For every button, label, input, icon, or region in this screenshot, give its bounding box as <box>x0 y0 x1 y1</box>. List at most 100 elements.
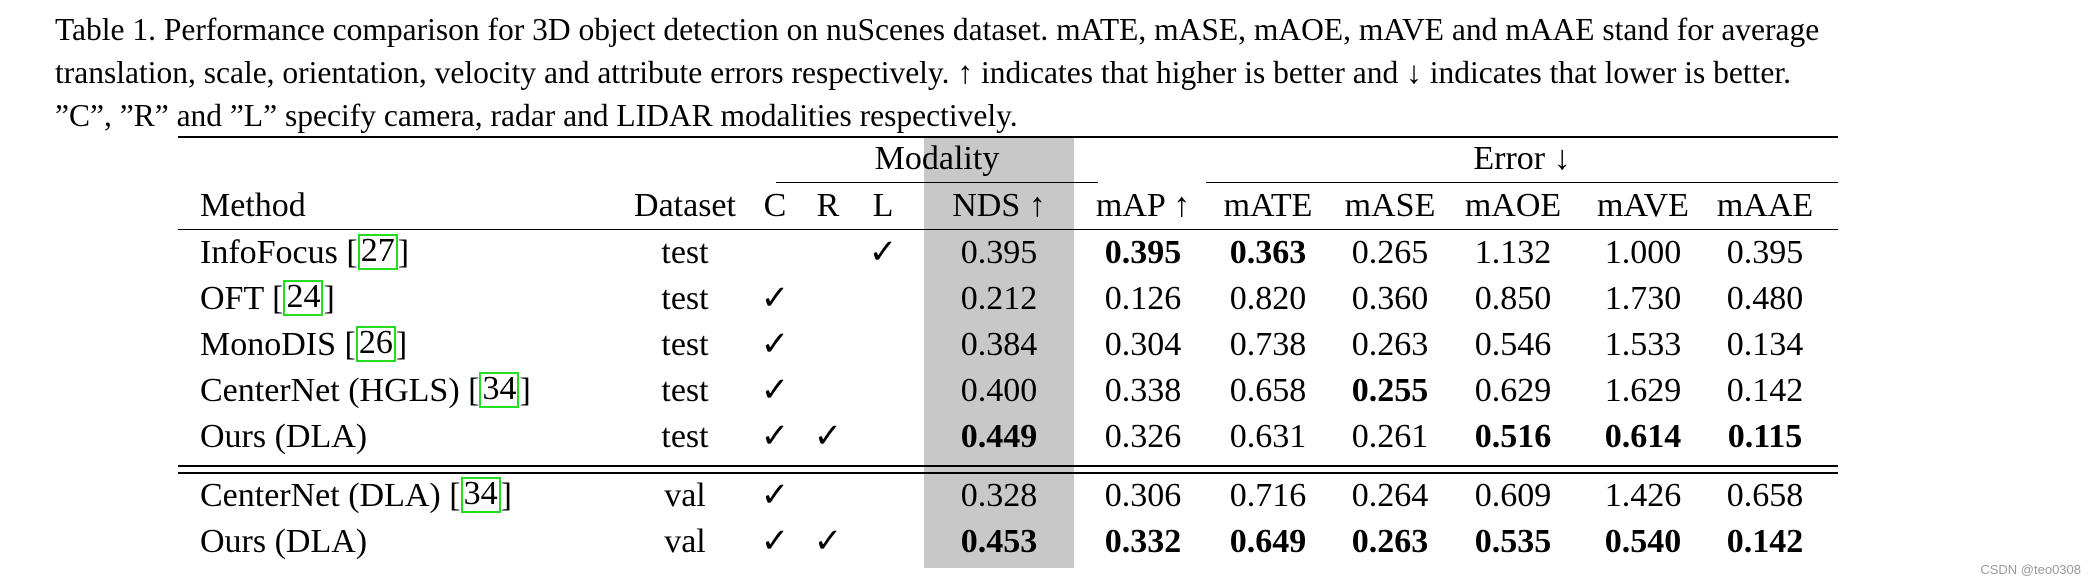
col-header-camera: C <box>763 187 787 224</box>
cell-radar-check: ✓ <box>813 523 843 560</box>
citation-close: ] <box>323 280 335 317</box>
cell-maae: 0.142 <box>1726 523 1804 560</box>
error-group-header: Error ↓ <box>1473 140 1571 177</box>
cell-maae: 0.134 <box>1726 326 1804 363</box>
cell-camera-check: ✓ <box>760 477 790 514</box>
top-rule <box>178 136 1838 138</box>
cell-maae: 0.480 <box>1726 280 1804 317</box>
cell-mate: 0.820 <box>1229 280 1307 317</box>
col-header-mave: mAVE <box>1597 187 1689 224</box>
col-header-lidar: L <box>872 187 894 224</box>
method-name: CenterNet (DLA) [ <box>200 477 461 514</box>
cell-camera-check: ✓ <box>760 280 790 317</box>
citation-link[interactable]: 24 <box>283 280 324 316</box>
cell-dataset: test <box>661 280 709 317</box>
citation-link[interactable]: 27 <box>357 234 398 270</box>
cell-method: OFT [24] <box>200 276 600 322</box>
cell-mase: 0.264 <box>1351 477 1429 514</box>
cell-mate: 0.658 <box>1229 372 1307 409</box>
cell-camera-check: ✓ <box>760 372 790 409</box>
cell-nds: 0.453 <box>960 523 1038 560</box>
cell-lidar-check <box>858 473 908 519</box>
cell-radar-check <box>803 230 853 276</box>
col-header-radar: R <box>816 187 840 224</box>
cell-maoe: 0.629 <box>1474 372 1552 409</box>
col-header-nds: NDS ↑ <box>952 187 1046 224</box>
cell-dataset: test <box>661 326 709 363</box>
cell-nds: 0.328 <box>960 477 1038 514</box>
cell-mate: 0.631 <box>1229 418 1307 455</box>
cell-lidar-check <box>858 322 908 368</box>
cell-map: 0.332 <box>1104 523 1182 560</box>
results-table: Modality Error ↓ Method Dataset C R L ND… <box>178 136 1838 568</box>
cell-nds: 0.384 <box>960 326 1038 363</box>
cell-nds: 0.449 <box>960 418 1038 455</box>
method-name: OFT [ <box>200 280 284 317</box>
cell-map: 0.338 <box>1104 372 1182 409</box>
cell-method: InfoFocus [27] <box>200 230 600 276</box>
method-name: Ours (DLA) <box>200 418 368 455</box>
citation-link[interactable]: 34 <box>460 477 501 513</box>
table-caption: Table 1. Performance comparison for 3D o… <box>55 8 2055 137</box>
cell-dataset: test <box>661 418 709 455</box>
cell-method: Ours (DLA) <box>200 519 600 565</box>
cell-mase: 0.360 <box>1351 280 1429 317</box>
cell-dataset: test <box>661 372 709 409</box>
cell-radar-check <box>803 473 853 519</box>
cell-mave: 1.730 <box>1604 280 1682 317</box>
cell-lidar-check <box>858 368 908 414</box>
error-group-rule <box>1206 182 1838 183</box>
watermark: CSDN @teo0308 <box>1980 562 2081 577</box>
col-header-maoe: mAOE <box>1464 187 1562 224</box>
method-name: Ours (DLA) <box>200 523 368 560</box>
cell-map: 0.306 <box>1104 477 1182 514</box>
modality-group-rule <box>776 182 1098 183</box>
cell-mate: 0.738 <box>1229 326 1307 363</box>
cell-mase: 0.255 <box>1351 372 1429 409</box>
col-header-method: Method <box>200 187 306 224</box>
cell-camera-check: ✓ <box>760 326 790 363</box>
cell-camera-check <box>750 230 800 276</box>
col-header-mase: mASE <box>1344 187 1436 224</box>
cell-maoe: 1.132 <box>1474 234 1552 271</box>
modality-group-header: Modality <box>874 140 1000 177</box>
cell-dataset: val <box>664 523 706 560</box>
cell-mave: 1.629 <box>1604 372 1682 409</box>
cell-maoe: 0.609 <box>1474 477 1552 514</box>
cell-lidar-check <box>858 519 908 565</box>
cell-method: Ours (DLA) <box>200 414 600 460</box>
citation-link[interactable]: 26 <box>355 326 396 362</box>
cell-map: 0.326 <box>1104 418 1182 455</box>
citation-close: ] <box>395 326 408 363</box>
cell-mave: 1.533 <box>1604 326 1682 363</box>
cell-maae: 0.658 <box>1726 477 1804 514</box>
citation-close: ] <box>397 234 410 271</box>
cell-radar-check <box>803 322 853 368</box>
cell-dataset: val <box>664 477 706 514</box>
cell-mate: 0.649 <box>1229 523 1307 560</box>
cell-mase: 0.261 <box>1351 418 1429 455</box>
caption-line-2: translation, scale, orientation, velocit… <box>55 55 1792 90</box>
cell-maoe: 0.516 <box>1474 418 1552 455</box>
cell-nds: 0.400 <box>960 372 1038 409</box>
cell-maoe: 0.535 <box>1474 523 1552 560</box>
caption-line-3: ”C”, ”R” and ”L” specify camera, radar a… <box>55 98 1018 133</box>
cell-mave: 0.614 <box>1604 418 1682 455</box>
split-rule-upper <box>178 465 1838 467</box>
cell-map: 0.304 <box>1104 326 1182 363</box>
cell-camera-check: ✓ <box>760 523 790 560</box>
cell-nds: 0.395 <box>960 234 1038 271</box>
cell-mase: 0.265 <box>1351 234 1429 271</box>
split-rule-lower <box>178 472 1838 474</box>
cell-lidar-check: ✓ <box>868 234 898 271</box>
cell-lidar-check <box>858 414 908 460</box>
cell-mave: 1.426 <box>1604 477 1682 514</box>
cell-radar-check <box>803 368 853 414</box>
cell-lidar-check <box>858 276 908 322</box>
citation-link[interactable]: 34 <box>479 372 520 408</box>
method-name: CenterNet (HGLS) [ <box>200 372 480 409</box>
caption-line-1: Table 1. Performance comparison for 3D o… <box>55 12 1820 47</box>
cell-radar-check <box>803 276 853 322</box>
cell-maae: 0.115 <box>1727 418 1803 455</box>
cell-map: 0.395 <box>1104 234 1182 271</box>
